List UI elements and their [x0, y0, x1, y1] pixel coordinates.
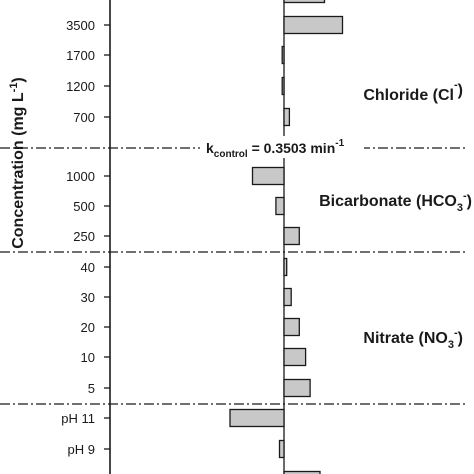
y-tick-label: 1000: [66, 169, 95, 184]
y-axis-title-close: ): [10, 77, 27, 82]
bar: [281, 45, 285, 65]
y-tick-label: 1700: [66, 48, 95, 63]
section-label-close: ): [458, 330, 463, 347]
y-tick-label: 3500: [66, 18, 95, 33]
y-axis-title: Concentration (mg L-1): [8, 77, 27, 249]
section-label-main: Nitrate (NO: [363, 330, 447, 347]
y-tick-label: 30: [81, 290, 95, 305]
bar: [283, 317, 300, 337]
reference-label-sub: control: [214, 149, 248, 160]
section-label-sub: 3: [457, 202, 463, 214]
y-axis-title-superscript: -1: [8, 83, 20, 93]
svg-text:Concentration (mg L-1): Concentration (mg L-1): [8, 77, 27, 249]
reference-label-prefix: k: [206, 140, 214, 156]
bar: [275, 196, 285, 216]
section-label-main: Bicarbonate (HCO: [319, 193, 457, 210]
y-tick-label: 500: [73, 199, 95, 214]
section-label-main: Chloride (Cl: [363, 87, 454, 104]
reference-label: kcontrol = 0.3503 min-1: [206, 138, 345, 160]
bar: [283, 257, 288, 277]
y-axis-title-text: Concentration (mg L: [10, 92, 27, 249]
section-label-sup: -: [463, 190, 467, 202]
bar: [278, 439, 285, 459]
y-tick-label: 1200: [66, 79, 95, 94]
bar: [229, 408, 285, 428]
section-label: Bicarbonate (HCO3-): [319, 190, 472, 214]
bar: [283, 226, 300, 246]
reference-label-background: [200, 136, 364, 158]
reference-label-mid: = 0.3503 min: [248, 140, 336, 156]
y-tick-label: 40: [81, 260, 95, 275]
section-label-sup: -: [454, 327, 458, 339]
bar: [283, 470, 321, 474]
bar: [283, 347, 307, 367]
y-tick-label: pH 11: [61, 411, 95, 426]
y-tick-label: 5: [88, 381, 95, 396]
section-label-close: ): [458, 82, 463, 99]
bar: [251, 166, 285, 186]
section-label: Nitrate (NO3-): [363, 327, 463, 351]
reference-label-sup: -1: [335, 138, 344, 149]
bar: [281, 76, 285, 96]
section-label-sub: 3: [448, 339, 454, 351]
bar: [283, 15, 344, 35]
section-label-close: ): [467, 193, 472, 210]
section-label: Chloride (Cl-): [363, 79, 463, 104]
bar: [283, 107, 291, 127]
y-tick-label: 20: [81, 320, 95, 335]
y-tick-label: 700: [73, 110, 95, 125]
y-tick-label: 250: [73, 229, 95, 244]
section-label-sup: -: [454, 79, 458, 91]
bar: [283, 378, 311, 398]
bar: [283, 287, 292, 307]
y-tick-label: 10: [81, 350, 95, 365]
bar: [283, 0, 326, 4]
y-tick-label: pH 9: [68, 442, 95, 457]
